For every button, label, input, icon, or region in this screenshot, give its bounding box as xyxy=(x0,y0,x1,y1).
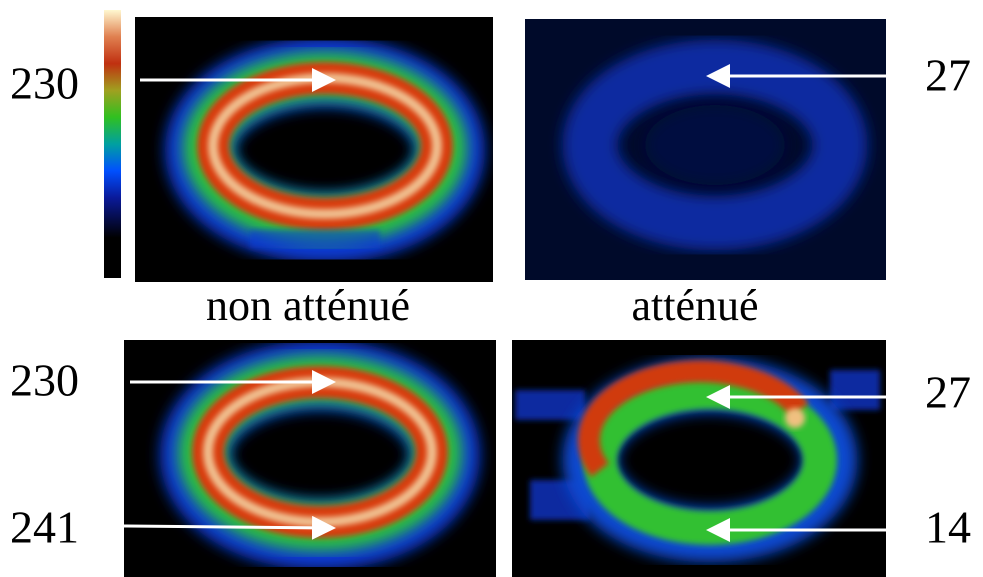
figure: 230 27 non atténué atténué 230 241 27 14 xyxy=(0,0,983,577)
image-non-attenuated xyxy=(135,17,493,282)
value-label: 230 xyxy=(10,58,79,109)
image-attenuated xyxy=(525,19,886,280)
colorbar xyxy=(104,10,121,278)
value-label: 230 xyxy=(10,355,79,406)
caption: non atténué xyxy=(206,281,410,330)
value-label: 27 xyxy=(925,50,971,101)
value-label: 27 xyxy=(925,367,971,418)
arrow xyxy=(124,526,330,528)
caption: atténué xyxy=(631,281,758,330)
image-attenuated-scaled xyxy=(512,340,886,577)
value-label: 14 xyxy=(925,502,971,553)
value-label: 241 xyxy=(10,502,79,553)
image-non-attenuated-scaled xyxy=(124,340,496,577)
